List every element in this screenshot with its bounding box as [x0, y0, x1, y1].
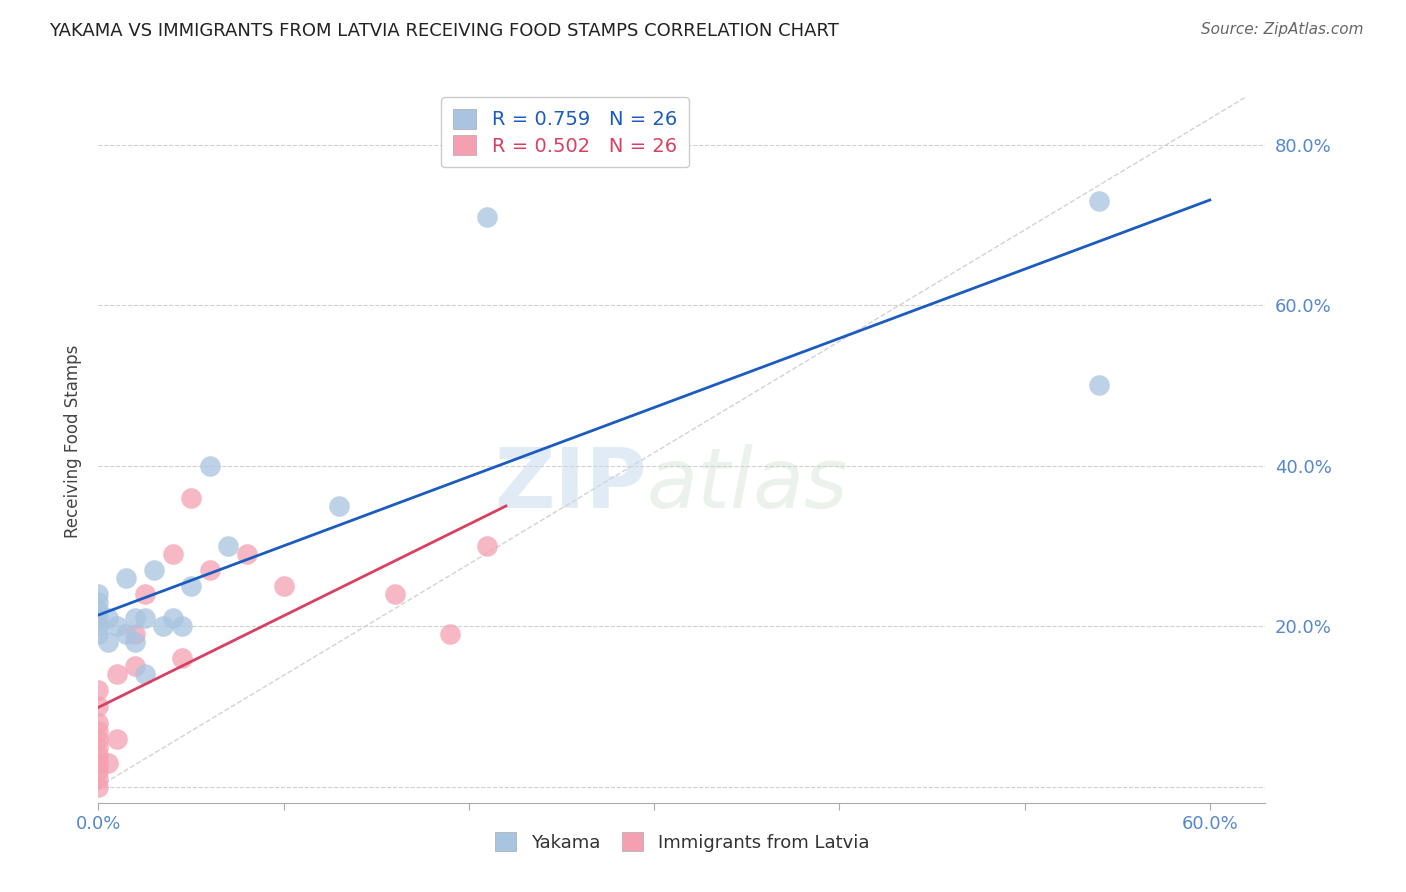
Point [115, 627, 138, 641]
Text: ZIP: ZIP [495, 444, 647, 525]
Point [217, 539, 239, 553]
Point [134, 587, 156, 601]
Point [87, 780, 110, 794]
Point [97, 635, 120, 649]
Point [477, 210, 499, 224]
Point [273, 579, 295, 593]
Point [105, 619, 128, 633]
Point [87, 723, 110, 738]
Point [87, 747, 110, 762]
Text: Source: ZipAtlas.com: Source: ZipAtlas.com [1201, 22, 1364, 37]
Point [87, 756, 110, 770]
Point [477, 539, 499, 553]
Point [124, 659, 146, 673]
Point [87, 587, 110, 601]
Point [87, 627, 110, 641]
Point [152, 619, 174, 633]
Point [162, 547, 184, 561]
Point [170, 619, 193, 633]
Point [1087, 378, 1109, 392]
Point [170, 651, 193, 665]
Point [124, 635, 146, 649]
Point [105, 667, 128, 681]
Point [97, 756, 120, 770]
Point [124, 627, 146, 641]
Point [198, 458, 221, 473]
Point [87, 764, 110, 778]
Text: YAKAMA VS IMMIGRANTS FROM LATVIA RECEIVING FOOD STAMPS CORRELATION CHART: YAKAMA VS IMMIGRANTS FROM LATVIA RECEIVI… [49, 22, 839, 40]
Point [134, 611, 156, 625]
Point [180, 491, 202, 505]
Point [180, 579, 202, 593]
Point [87, 683, 110, 698]
Point [328, 499, 350, 513]
Point [1087, 194, 1109, 208]
Point [198, 563, 221, 577]
Point [384, 587, 406, 601]
Point [87, 772, 110, 786]
Point [105, 731, 128, 746]
Y-axis label: Receiving Food Stamps: Receiving Food Stamps [63, 345, 82, 538]
Point [143, 563, 166, 577]
Point [124, 611, 146, 625]
Point [87, 611, 110, 625]
Point [87, 699, 110, 714]
Point [162, 611, 184, 625]
Point [87, 739, 110, 754]
Point [134, 667, 156, 681]
Point [87, 731, 110, 746]
Point [87, 715, 110, 730]
Point [235, 547, 257, 561]
Point [87, 595, 110, 609]
Text: atlas: atlas [647, 444, 849, 525]
Point [87, 603, 110, 617]
Point [97, 611, 120, 625]
Legend: Yakama, Immigrants from Latvia: Yakama, Immigrants from Latvia [488, 825, 876, 859]
Point [87, 619, 110, 633]
Point [439, 627, 461, 641]
Point [115, 571, 138, 585]
